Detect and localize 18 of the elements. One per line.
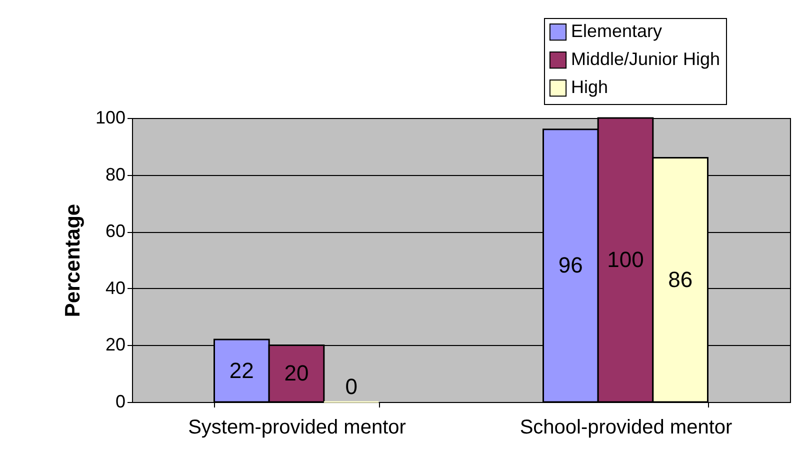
legend-label: Elementary — [571, 21, 662, 41]
y-tick-label: 100 — [95, 108, 126, 128]
data-label: 86 — [668, 266, 693, 292]
y-tick-label: 80 — [105, 164, 126, 184]
legend-label: High — [571, 77, 608, 97]
y-tick-label: 20 — [105, 334, 126, 355]
x-tick-label: System-provided mentor — [188, 416, 406, 438]
data-label: 22 — [229, 358, 254, 383]
data-label: 0 — [345, 374, 358, 399]
y-tick-label: 0 — [115, 392, 126, 412]
y-tick-label: 40 — [105, 278, 126, 298]
y-tick-label: 60 — [105, 221, 126, 242]
y-axis-title: Percentage — [61, 204, 84, 318]
data-label: 100 — [607, 247, 644, 272]
data-label: 96 — [558, 252, 583, 278]
legend-label: Middle/Junior High — [571, 49, 720, 69]
x-tick-label: School-provided mentor — [520, 416, 732, 438]
data-label: 20 — [284, 360, 309, 386]
